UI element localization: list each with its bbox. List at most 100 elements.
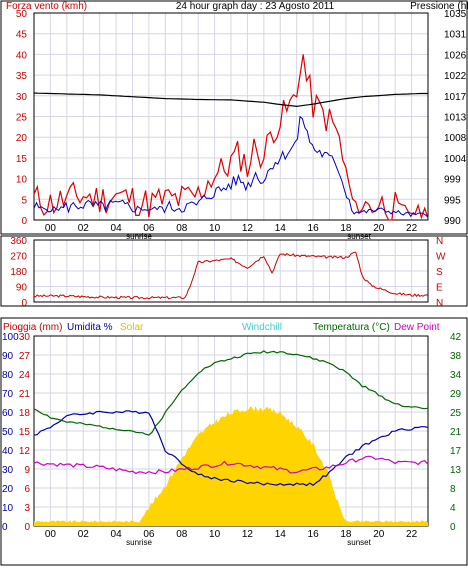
pressure-axis-title: Pressione (hPa) [410,1,468,12]
hour-tick-label: 20 [373,529,385,540]
temperature-axis-tick-label: 13 [450,465,462,476]
rain-axis-tick-label: 27 [19,351,31,362]
hour-tick-label: 22 [406,223,418,234]
humidity-axis-tick-label: 60 [2,408,14,419]
temperature-axis-tick-label: 17 [450,446,462,457]
wind-axis-tick-label: 25 [16,113,28,124]
temperature-axis-tick-label: 42 [450,332,462,343]
hour-tick-label: 12 [242,529,254,540]
humidity-axis-tick-label: 80 [2,370,14,381]
rain-axis-tick-label: 30 [19,332,31,343]
wind-speed-axis-title: Forza vento (kmh) [6,1,87,12]
wind-axis-tick-label: 45 [16,30,28,41]
wind-average-line [33,115,429,218]
sunrise-label: sunrise [126,538,152,547]
wind-axis-tick-label: 15 [16,154,28,165]
dewpoint-line [33,455,429,475]
wind-axis-tick-label: 0 [21,216,27,227]
pressure-axis-tick-label: 1026 [444,50,467,61]
temperature-axis-tick-label: 29 [450,389,462,400]
temperature-axis-tick-label: 38 [450,351,462,362]
legend-humidity: Umidita % [67,322,113,333]
pressure-axis-tick-label: 990 [444,216,461,227]
humidity-axis-tick-label: 50 [2,427,14,438]
sunrise-label: sunrise [126,232,152,241]
legend-temperature: Temperatura (°C) [313,322,390,333]
humidity-line [33,410,429,487]
rain-axis-tick-label: 15 [19,427,31,438]
hour-tick-label: 02 [78,529,90,540]
temperature-line [33,350,429,436]
hour-tick-label: 06 [143,223,155,234]
direction-degree-tick-label: 90 [16,283,28,294]
direction-degree-tick-label: 0 [21,298,27,309]
hour-tick-label: 00 [45,223,57,234]
direction-degree-tick-label: 360 [10,236,27,247]
rain-axis-tick-label: 21 [19,389,31,400]
humidity-axis-tick-label: 20 [2,484,14,495]
hour-tick-label: 22 [406,529,418,540]
wind-axis-tick-label: 10 [16,175,28,186]
pressure-axis-tick-label: 1004 [444,154,467,165]
hour-tick-label: 12 [242,223,254,234]
pressure-axis-tick-label: 1013 [444,113,467,124]
wind-axis-tick-label: 50 [16,9,28,20]
hour-tick-label: 08 [176,223,188,234]
pressure-axis-tick-label: 999 [444,175,461,186]
pressure-axis-tick-label: 1031 [444,30,467,41]
rain-axis-tick-label: 0 [24,522,30,533]
rain-axis-tick-label: 9 [24,465,30,476]
humidity-axis-tick-label: 90 [2,351,14,362]
wind-axis-tick-label: 5 [21,195,27,206]
hour-tick-label: 20 [373,223,385,234]
rain-axis-tick-label: 12 [19,446,31,457]
humidity-axis-tick-label: 70 [2,389,14,400]
rain-axis-tick-label: 6 [24,484,30,495]
hour-tick-label: 16 [308,223,320,234]
temperature-axis-tick-label: 4 [450,503,456,514]
humidity-axis-tick-label: 0 [2,522,8,533]
wind-gust-line [33,54,429,221]
rain-axis-tick-label: 18 [19,408,31,419]
plot-area-border [33,12,429,221]
wind-direction-line [33,251,429,300]
hour-tick-label: 18 [340,529,352,540]
top-panel-frame [0,0,468,235]
hour-tick-label: 06 [143,529,155,540]
direction-compass-tick-label: N [436,236,443,247]
chart-title: 24 hour graph day : 23 Agosto 2011 [176,1,335,12]
pressure-axis-tick-label: 1017 [444,92,467,103]
pressure-axis-tick-label: 1035 [444,9,467,20]
legend-windchill: Windchill [242,322,282,333]
direction-compass-tick-label: E [436,283,443,294]
direction-compass-tick-label: S [436,267,443,278]
bottom-panel-frame [0,317,468,566]
hour-tick-label: 04 [111,223,123,234]
temperature-axis-tick-label: 34 [450,370,462,381]
hour-tick-label: 16 [308,529,320,540]
direction-degree-tick-label: 270 [10,252,27,263]
wind-axis-tick-label: 35 [16,71,28,82]
rain-axis-tick-label: 24 [19,370,31,381]
wind-axis-tick-label: 40 [16,50,28,61]
rain-axis-tick-label: 3 [24,503,30,514]
humidity-axis-tick-label: 10 [2,503,14,514]
humidity-axis-tick-label: 40 [2,446,14,457]
pressure-axis-tick-label: 1008 [444,133,467,144]
temperature-axis-tick-label: 0 [450,522,456,533]
direction-compass-tick-label: W [436,252,446,263]
temperature-axis-tick-label: 21 [450,427,462,438]
temperature-axis-tick-label: 8 [450,484,456,495]
sunset-label: sunset [347,538,371,547]
hour-tick-label: 14 [275,529,287,540]
direction-degree-tick-label: 180 [10,267,27,278]
hour-tick-label: 10 [209,529,221,540]
hour-tick-label: 14 [275,223,287,234]
hour-tick-label: 04 [111,529,123,540]
direction-compass-tick-label: N [436,298,443,309]
humidity-axis-tick-label: 30 [2,465,14,476]
hour-tick-label: 02 [78,223,90,234]
sunset-label: sunset [347,232,371,241]
